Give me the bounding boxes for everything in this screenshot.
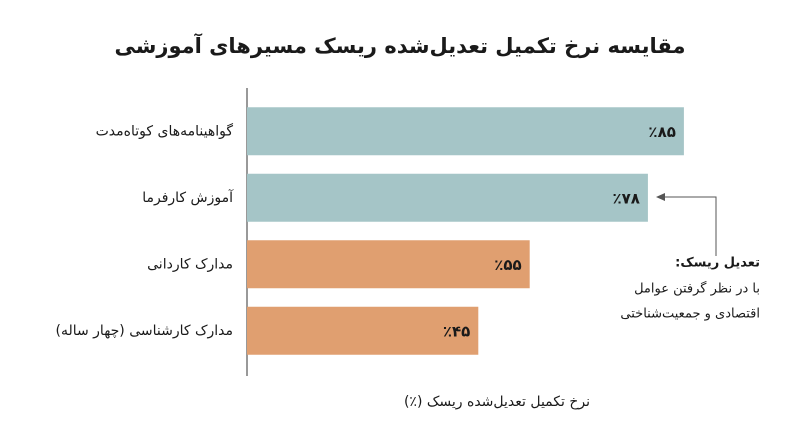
value-label: ٪۸۵ xyxy=(648,123,675,141)
arrow-head xyxy=(656,193,665,201)
annotation-arrow xyxy=(664,196,717,256)
y-tick-label: گواهینامه‌های کوتاه‌مدت xyxy=(96,122,234,139)
annotation: تعدیل ریسک: با در نظر گرفتن عوامل اقتصاد… xyxy=(620,193,760,322)
value-label: ٪۷۸ xyxy=(612,189,639,207)
chart-title: مقایسه نرخ تکمیل تعدیل‌شده ریسک مسیرهای … xyxy=(114,33,685,58)
bar xyxy=(247,173,648,222)
bar xyxy=(247,240,530,289)
annotation-title: تعدیل ریسک: xyxy=(675,256,760,271)
y-tick-label: مدارک کاردانی xyxy=(147,256,233,272)
bar xyxy=(247,107,684,156)
bar xyxy=(247,306,479,355)
x-axis-label: نرخ تکمیل تعدیل‌شده ریسک (٪) xyxy=(404,394,590,410)
y-tick-label: مدارک کارشناسی (چهار ساله) xyxy=(55,323,233,339)
y-tick-label: آموزش کارفرما xyxy=(142,189,234,206)
value-label: ٪۵۵ xyxy=(494,256,521,274)
annotation-line: اقتصادی و جمعیت‌شناختی xyxy=(620,307,760,322)
annotation-line: با در نظر گرفتن عوامل xyxy=(634,281,760,297)
value-label: ٪۴۵ xyxy=(443,322,470,340)
